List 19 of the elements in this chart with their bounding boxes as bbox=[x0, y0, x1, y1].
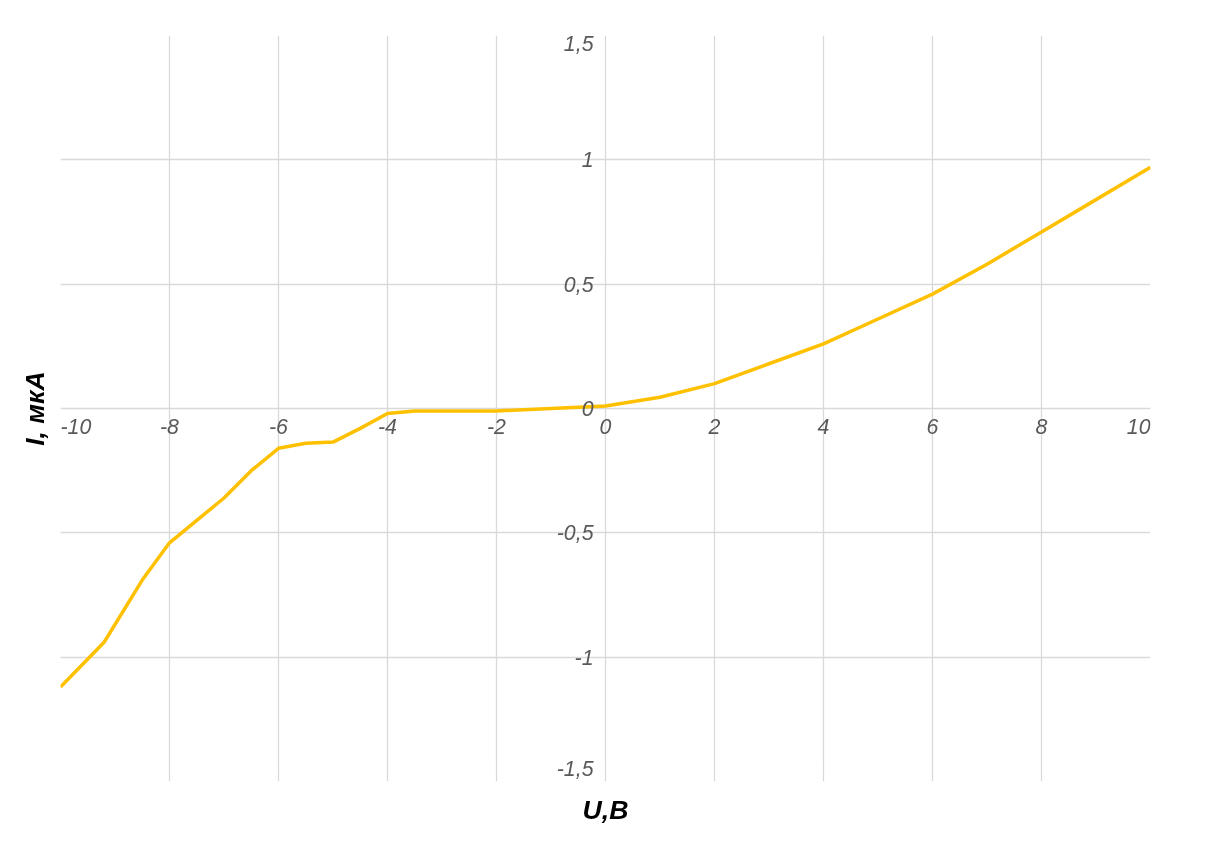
x-axis-title: U,В bbox=[582, 794, 629, 825]
x-tick-label: -8 bbox=[160, 414, 180, 439]
x-tick-label: -2 bbox=[487, 414, 507, 439]
y-tick-label: 0,5 bbox=[563, 272, 594, 297]
y-tick-label: -0,5 bbox=[556, 521, 594, 546]
y-tick-label: -1,5 bbox=[556, 756, 594, 781]
x-tick-label: 10 bbox=[1126, 414, 1151, 439]
x-tick-label: 4 bbox=[817, 414, 830, 439]
x-tick-label: 0 bbox=[599, 414, 612, 439]
x-tick-label: 6 bbox=[926, 414, 939, 439]
y-tick-label: 1,5 bbox=[563, 31, 594, 56]
x-tick-label: -10 bbox=[60, 414, 92, 439]
y-tick-label: -1 bbox=[574, 645, 594, 670]
x-tick-label: -6 bbox=[269, 414, 289, 439]
y-tick-label: 1 bbox=[581, 148, 594, 173]
x-tick-label: 8 bbox=[1035, 414, 1048, 439]
x-tick-label: -4 bbox=[378, 414, 398, 439]
y-axis-title: I, мкА bbox=[19, 371, 50, 446]
x-tick-label: 2 bbox=[707, 414, 721, 439]
